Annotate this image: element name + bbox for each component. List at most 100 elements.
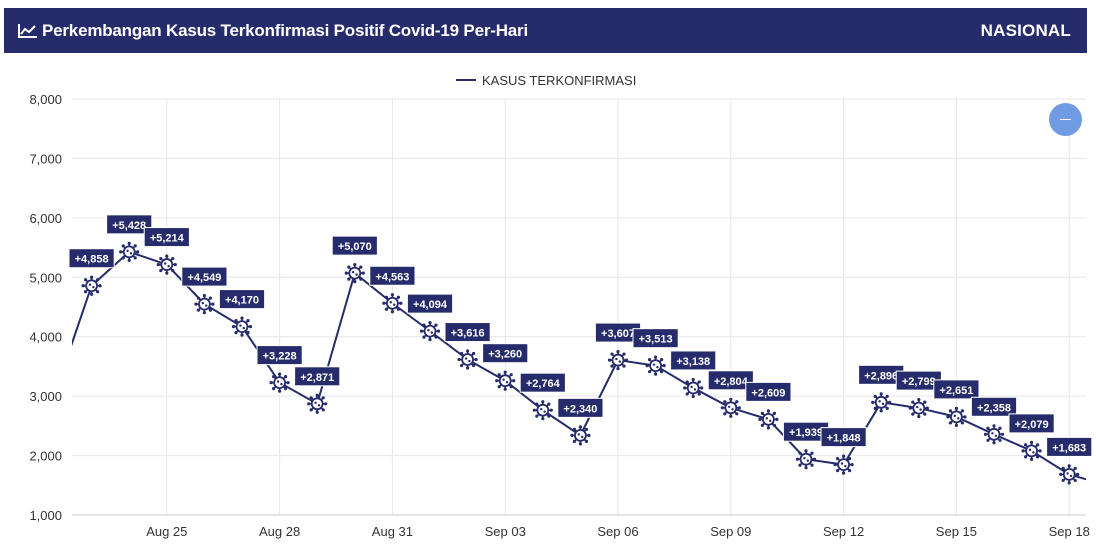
data-label: +2,079 xyxy=(1015,419,1049,431)
data-point: +4,549 xyxy=(181,266,228,315)
data-label-box xyxy=(1046,436,1093,457)
data-label-box xyxy=(331,235,378,256)
data-label: +3,616 xyxy=(451,328,485,340)
y-tick-label: 5,000 xyxy=(29,270,62,285)
y-tick-label: 2,000 xyxy=(29,449,62,464)
data-label: +3,228 xyxy=(263,351,297,363)
data-label: +3,260 xyxy=(488,349,522,361)
series-line xyxy=(72,250,1086,481)
data-point: +3,260 xyxy=(482,343,529,391)
virus-icon xyxy=(908,397,929,419)
virus-icon xyxy=(645,355,666,376)
data-point: +2,340 xyxy=(557,397,604,446)
legend-label: KASUS TERKONFIRMASI xyxy=(482,73,636,88)
data-point: +2,799 xyxy=(895,370,942,419)
data-point: +5,214 xyxy=(143,227,190,275)
virus-icon xyxy=(119,241,140,262)
data-point: +2,079 xyxy=(1008,413,1055,461)
virus-icon xyxy=(307,393,328,414)
y-tick-label: 8,000 xyxy=(29,92,62,107)
data-label: +2,609 xyxy=(751,387,785,399)
data-label: +2,340 xyxy=(563,403,597,415)
virus-icon xyxy=(532,400,553,421)
data-label-box xyxy=(256,345,303,366)
data-point: +2,358 xyxy=(970,396,1018,445)
chart-title: Perkembangan Kasus Terkonfirmasi Positif… xyxy=(42,20,528,40)
legend: KASUS TERKONFIRMASI xyxy=(456,73,636,88)
virus-icon xyxy=(194,293,215,315)
virus-icon xyxy=(946,406,967,427)
data-point: +5,070 xyxy=(331,235,378,284)
virus-icon xyxy=(1021,440,1042,461)
data-point: +2,609 xyxy=(745,381,792,430)
data-label: +1,848 xyxy=(827,433,861,445)
reset-zoom-button[interactable] xyxy=(1049,103,1082,136)
data-label: +4,170 xyxy=(225,295,259,307)
data-label: +2,358 xyxy=(977,402,1011,414)
data-label-box xyxy=(1008,413,1055,434)
data-point: +1,939 xyxy=(782,421,830,470)
data-label: +3,607 xyxy=(601,328,635,340)
data-label: +5,070 xyxy=(338,241,372,253)
data-label: +3,138 xyxy=(676,356,710,368)
data-label: +3,513 xyxy=(639,334,673,346)
data-label-box xyxy=(670,350,717,371)
data-label: +4,094 xyxy=(413,299,448,311)
virus-icon xyxy=(495,370,516,391)
data-point: +1,848 xyxy=(820,427,867,475)
x-tick-label: Aug 25 xyxy=(146,524,187,539)
data-label-box xyxy=(519,372,566,393)
line-chart: 1,000 2,000 3,000 4,000 5,000 6,000 7,000 8,000… xyxy=(29,73,1093,539)
virus-icon xyxy=(983,424,1005,445)
x-tick-label: Sep 15 xyxy=(936,524,977,539)
data-point: +2,804 xyxy=(707,370,754,418)
x-tick-label: Sep 18 xyxy=(1049,524,1090,539)
virus-icon xyxy=(382,293,403,314)
data-point: +3,228 xyxy=(256,345,303,393)
data-point: +1,683 xyxy=(1046,436,1093,485)
x-tick-label: Aug 31 xyxy=(372,524,413,539)
virus-icon xyxy=(344,263,365,284)
data-label-box xyxy=(820,427,867,448)
data-label: +1,939 xyxy=(789,427,823,439)
data-label-box xyxy=(482,343,529,364)
data-label-box xyxy=(632,328,679,349)
data-label: +2,804 xyxy=(714,376,749,388)
data-label-box xyxy=(143,227,190,248)
x-tick-label: Sep 12 xyxy=(823,524,864,539)
virus-icon xyxy=(833,454,854,475)
data-label-box xyxy=(933,379,980,400)
data-point: +3,513 xyxy=(632,328,679,376)
data-label-box xyxy=(106,214,153,235)
data-point: +2,871 xyxy=(294,366,341,414)
virus-icon xyxy=(720,397,741,418)
virus-icon xyxy=(81,275,102,296)
virus-icon xyxy=(269,372,290,393)
virus-icon xyxy=(795,449,817,470)
data-label: +2,764 xyxy=(526,378,561,390)
data-label: +2,799 xyxy=(902,376,936,388)
y-tick-label: 4,000 xyxy=(29,330,62,345)
data-point: +4,858 xyxy=(68,248,115,296)
data-label-box xyxy=(68,248,115,269)
data-label-box xyxy=(444,322,491,343)
virus-icon xyxy=(156,254,177,275)
virus-icon xyxy=(457,349,478,370)
data-point: +3,616 xyxy=(444,322,491,370)
y-tick-label: 3,000 xyxy=(29,389,62,404)
data-label: +2,871 xyxy=(300,372,334,384)
virus-icon xyxy=(570,425,591,446)
y-tick-label: 7,000 xyxy=(29,151,62,166)
virus-icon xyxy=(1059,464,1080,485)
data-point: +2,764 xyxy=(519,372,566,421)
virus-icon xyxy=(419,321,441,342)
data-point: +5,428 xyxy=(106,214,153,262)
data-point: +4,094 xyxy=(406,293,454,342)
virus-icon xyxy=(683,377,704,399)
data-label-box xyxy=(745,381,792,402)
data-label: +2,651 xyxy=(939,385,973,397)
x-tick-label: Sep 03 xyxy=(485,524,526,539)
x-tick-label: Sep 06 xyxy=(597,524,638,539)
data-label-box xyxy=(406,293,454,314)
data-label-box xyxy=(369,265,416,286)
